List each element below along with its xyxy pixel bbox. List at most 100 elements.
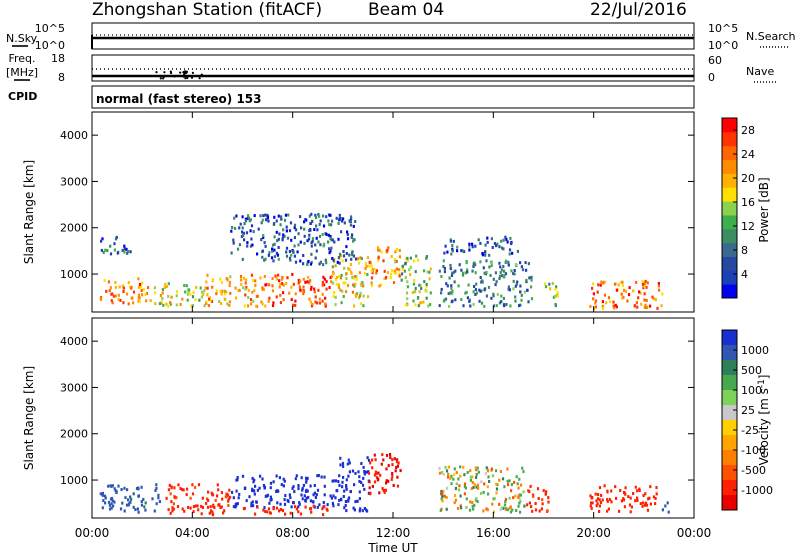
power-colorbar-tick-label: 8 <box>741 244 748 257</box>
velocity-cell <box>492 510 495 514</box>
velocity-cell <box>254 484 257 488</box>
power-colorbar-swatches <box>722 118 737 299</box>
power-cell <box>194 298 197 302</box>
velocity-cell <box>137 494 140 498</box>
power-cell <box>137 285 141 289</box>
velocity-colorbar-swatch <box>722 330 737 346</box>
power-cell <box>287 213 290 217</box>
power-cell <box>331 281 335 285</box>
power-cell <box>454 269 457 273</box>
power-cell <box>285 246 289 250</box>
velocity-cell <box>528 490 531 494</box>
velocity-cell <box>465 497 468 501</box>
power-cell <box>401 267 404 271</box>
power-cell <box>260 238 263 242</box>
velocity-cell <box>238 492 241 496</box>
velocity-cell <box>391 463 394 467</box>
power-cell <box>389 276 392 280</box>
velocity-cell <box>518 501 521 505</box>
power-cell <box>528 276 531 280</box>
velocity-cell <box>275 506 279 510</box>
velocity-cell <box>286 498 289 502</box>
power-cell <box>275 251 278 255</box>
power-cell <box>438 269 441 273</box>
velocity-cell <box>254 512 257 516</box>
velocity-cell <box>521 466 524 470</box>
velocity-cell <box>529 484 532 488</box>
power-cell <box>279 301 282 305</box>
power-cell <box>472 302 475 306</box>
power-cell <box>239 222 242 226</box>
power-cell <box>321 292 324 296</box>
power-cell <box>234 226 237 230</box>
power-cell <box>299 240 302 244</box>
x-tick-label: 04:00 <box>175 526 210 540</box>
velocity-cell <box>176 505 180 508</box>
power-cell <box>165 302 168 306</box>
power-cell <box>377 256 380 260</box>
power-cell <box>464 271 467 275</box>
velocity-cell <box>459 465 462 469</box>
power-cell <box>449 267 452 271</box>
velocity-cell <box>301 487 304 490</box>
power-cell <box>354 257 358 261</box>
velocity-cell <box>292 485 295 489</box>
nsky-panel: 10^5 10^0 N.Sky 10^5 10^0 N.Search <box>6 22 796 52</box>
power-cell <box>332 258 335 262</box>
velocity-cell <box>278 476 281 480</box>
velocity-cell <box>297 487 300 491</box>
velocity-cell <box>268 501 271 505</box>
velocity-cell <box>309 499 312 503</box>
power-cell <box>490 296 493 300</box>
velocity-cell <box>110 506 113 510</box>
power-cell <box>280 215 283 219</box>
power-cell <box>408 268 411 272</box>
power-cell <box>107 280 110 284</box>
velocity-cell <box>201 496 204 500</box>
velocity-colorbar-tick-label: -1000 <box>741 484 773 497</box>
velocity-cell <box>512 496 515 500</box>
power-cell <box>345 277 348 280</box>
y-tick-label: 2000 <box>60 222 88 235</box>
velocity-cell <box>250 501 253 505</box>
velocity-cell <box>291 486 294 490</box>
velocity-cell <box>619 489 622 492</box>
velocity-cell <box>506 479 509 483</box>
velocity-cell <box>392 484 395 487</box>
power-cell <box>293 244 296 248</box>
power-cell <box>138 282 142 286</box>
power-cell <box>154 302 157 306</box>
power-cell <box>525 268 528 272</box>
power-cell <box>525 278 528 282</box>
velocity-cell <box>132 492 135 496</box>
power-cell <box>370 269 373 273</box>
velocity-colorbar-swatch <box>722 360 737 376</box>
velocity-cell <box>341 480 344 484</box>
velocity-colorbar-tick-label: 500 <box>741 364 762 377</box>
power-cell <box>137 299 140 303</box>
power-cell <box>502 303 505 307</box>
power-cell <box>164 282 167 286</box>
velocity-cell <box>471 475 474 479</box>
velocity-cell <box>438 466 441 470</box>
velocity-cell <box>600 493 603 497</box>
power-cell <box>358 261 361 265</box>
power-cell <box>376 246 380 250</box>
y-tick-label: 3000 <box>60 381 88 394</box>
velocity-colorbar-tick-label: -100 <box>741 444 766 457</box>
power-cell <box>605 301 608 305</box>
velocity-cell <box>191 492 195 496</box>
velocity-cell <box>140 500 143 503</box>
power-cell <box>414 286 417 290</box>
velocity-cell <box>365 470 368 474</box>
power-cell <box>501 246 504 250</box>
power-cell <box>398 268 401 272</box>
power-cell <box>339 276 342 280</box>
power-cell <box>285 254 289 258</box>
power-cell <box>240 235 243 238</box>
power-cell <box>621 296 624 300</box>
power-cell <box>309 228 312 232</box>
power-cell <box>365 264 368 268</box>
power-cell <box>228 300 232 304</box>
power-cell <box>304 280 307 284</box>
